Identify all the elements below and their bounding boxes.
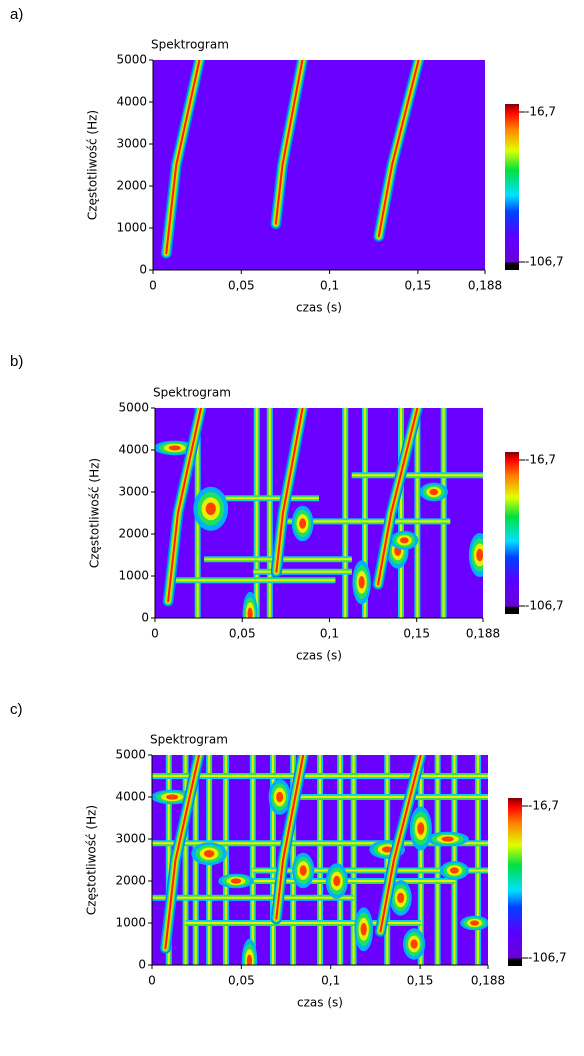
x-tick-label: 0,1 (320, 279, 339, 293)
chart-title: Spektrogram (151, 38, 229, 52)
y-tick-label: 5000 (116, 53, 147, 67)
artifact-blob (246, 954, 253, 965)
panel-label: c) (10, 701, 23, 718)
y-tick-label: 3000 (115, 832, 146, 846)
y-tick-label: 3000 (118, 485, 149, 499)
x-tick-label: 0,188 (468, 279, 502, 293)
chirp (275, 408, 304, 573)
y-tick-label: 0 (139, 263, 147, 277)
chirp (377, 408, 419, 586)
chirp (379, 755, 422, 933)
artifact-blob (441, 836, 454, 842)
chirp (274, 60, 304, 225)
y-tick-label: 5000 (115, 748, 146, 762)
colorbar-tick-label: -106,7 (525, 599, 564, 613)
colorbar-tick-label: -106,7 (528, 951, 567, 965)
y-axis-label: Częstotliwość (Hz) (88, 458, 102, 568)
artifact-blob (429, 488, 439, 496)
artifact-blob (450, 867, 459, 874)
colorbar-tick-label: -16,7 (525, 453, 556, 467)
y-tick-label: 2000 (115, 874, 146, 888)
spectrogram (153, 60, 485, 270)
artifact-blob (382, 846, 393, 853)
artifact-blob (299, 865, 307, 876)
y-tick-label: 4000 (118, 443, 149, 457)
x-tick-label: 0,05 (229, 627, 256, 641)
chirp (165, 60, 201, 255)
artifact-blob (166, 794, 179, 800)
artifact-blob (397, 892, 405, 903)
x-tick-label: 0,15 (403, 627, 430, 641)
y-tick-label: 2000 (116, 179, 147, 193)
colorbar-tick-label: -16,7 (528, 799, 559, 813)
y-tick-label: 4000 (116, 95, 147, 109)
y-tick-label: 0 (138, 958, 146, 972)
chirp (275, 755, 305, 920)
chirp (164, 755, 201, 950)
x-tick-label: 0 (149, 279, 157, 293)
x-axis-label: czas (s) (296, 301, 342, 315)
x-axis-label: czas (s) (297, 996, 343, 1010)
artifact-blob (417, 822, 425, 835)
x-tick-label: 0,15 (407, 974, 434, 988)
spectrogram (155, 408, 483, 618)
colorbar-tick-label: -106,7 (525, 255, 564, 269)
x-tick-label: 0,1 (321, 974, 340, 988)
x-tick-label: 0,05 (228, 279, 255, 293)
artifact-blob (400, 537, 409, 544)
y-tick-label: 3000 (116, 137, 147, 151)
artifact-blob (230, 878, 242, 884)
artifact-blob (276, 791, 284, 803)
spectrogram (152, 755, 488, 965)
y-tick-label: 0 (141, 611, 149, 625)
artifact-blob (470, 920, 479, 926)
x-tick-label: 0,188 (466, 627, 500, 641)
artifact-blob (360, 923, 367, 936)
x-tick-label: 0 (151, 627, 159, 641)
x-tick-label: 0,1 (320, 627, 339, 641)
artifact-blob (299, 518, 307, 529)
artifact-blob (205, 502, 216, 516)
chart-title: Spektrogram (150, 733, 228, 747)
artifact-blob (358, 576, 365, 589)
artifact-blob (333, 875, 341, 887)
artifact-blob (410, 939, 418, 949)
colorbar-tick-label: -16,7 (525, 105, 556, 119)
y-tick-label: 5000 (118, 401, 149, 415)
y-tick-label: 1000 (116, 221, 147, 235)
x-tick-label: 0,05 (228, 974, 255, 988)
colorbar (505, 104, 519, 270)
artifact-blob (476, 548, 483, 562)
colorbar (505, 452, 519, 614)
x-tick-label: 0,15 (405, 279, 432, 293)
chirp (167, 408, 202, 603)
panel-label: b) (10, 353, 23, 370)
y-tick-label: 1000 (118, 569, 149, 583)
artifact-blob (247, 607, 253, 618)
chirp (377, 60, 420, 238)
x-tick-label: 0,188 (471, 974, 505, 988)
y-tick-label: 1000 (115, 916, 146, 930)
y-tick-label: 4000 (115, 790, 146, 804)
y-tick-label: 2000 (118, 527, 149, 541)
x-tick-label: 0 (148, 974, 156, 988)
panel-label: a) (10, 6, 23, 23)
artifact-blob (168, 445, 181, 451)
y-axis-label: Częstotliwość (Hz) (85, 805, 99, 915)
colorbar (508, 798, 522, 966)
plot-background (153, 60, 485, 270)
y-axis-label: Częstotliwość (Hz) (86, 110, 100, 220)
artifact-blob (203, 850, 215, 858)
chart-title: Spektrogram (153, 386, 231, 400)
x-axis-label: czas (s) (296, 649, 342, 663)
